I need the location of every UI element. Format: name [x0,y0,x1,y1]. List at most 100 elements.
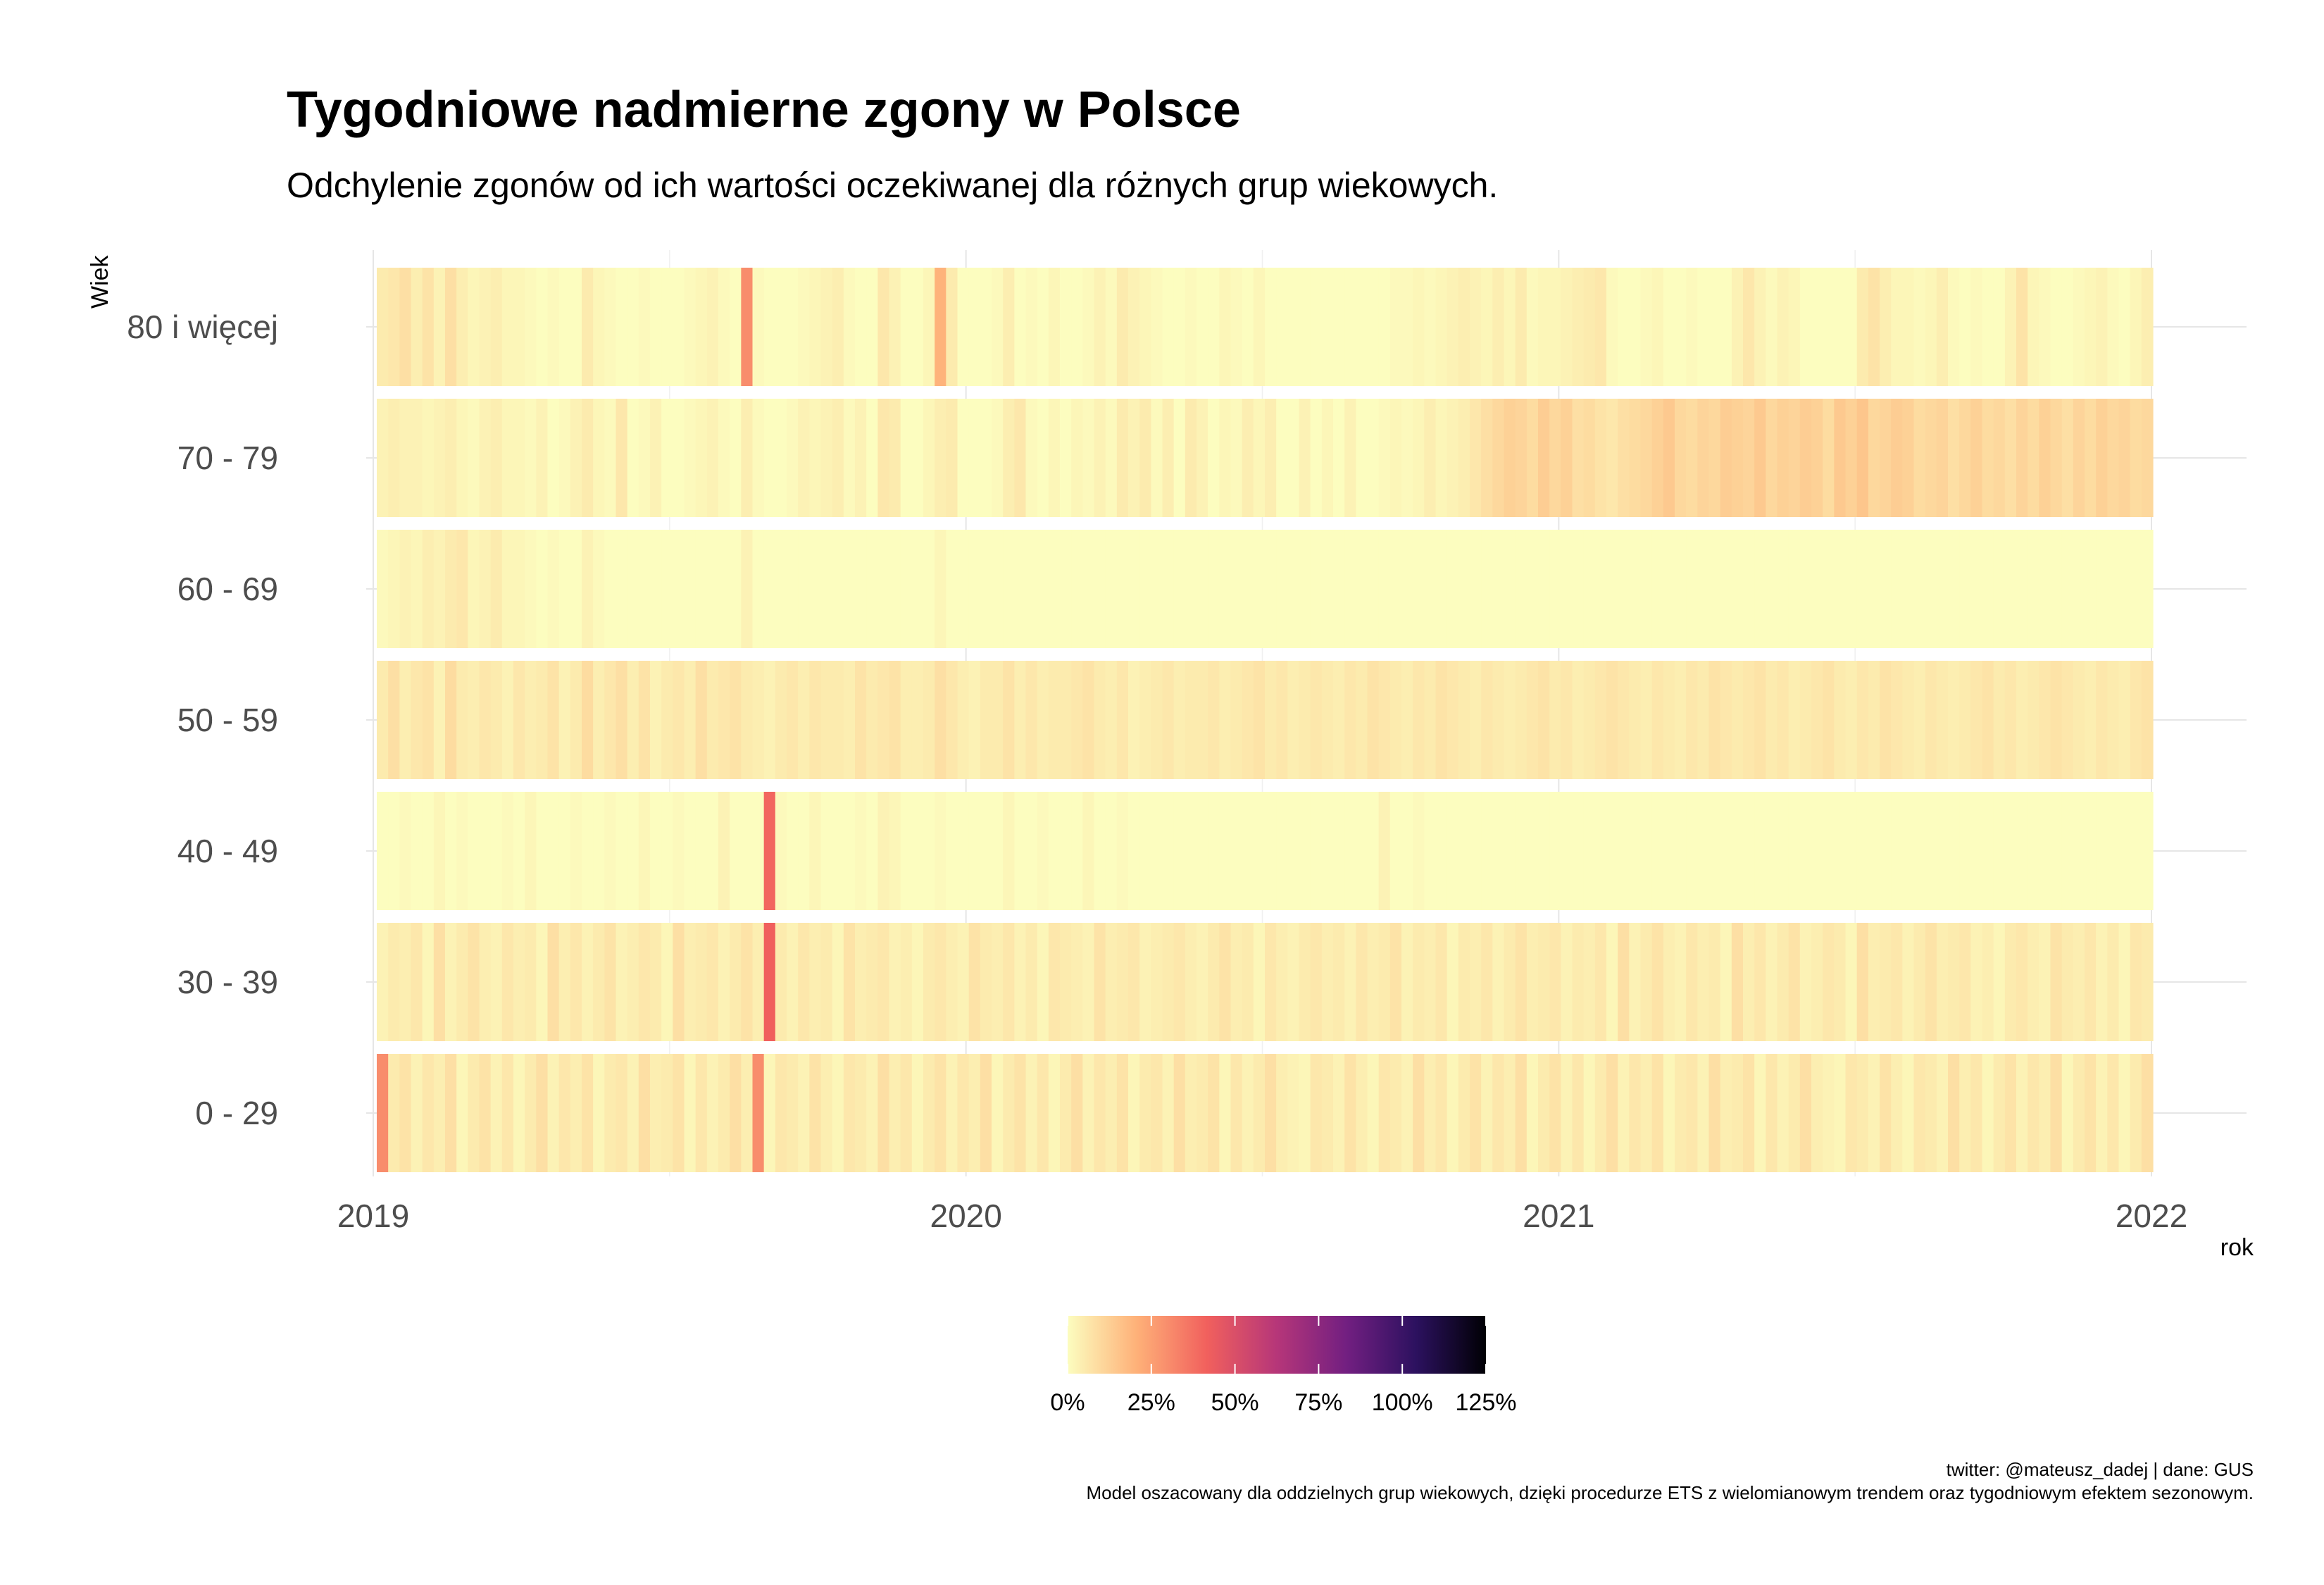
heatmap-tile [1868,792,1880,910]
heatmap-tile [593,268,605,386]
x-axis-labels: 2019 2020 2021 2022 [337,1198,2187,1234]
heatmap-tile [650,923,662,1041]
heatmap-tile [1470,399,1482,517]
heatmap-tile [1708,1054,1721,1172]
heatmap-tile [2073,399,2085,517]
heatmap-tile [1868,661,1880,779]
heatmap-tile [1276,1054,1288,1172]
heatmap-tile [1731,792,1744,910]
heatmap-tile [1025,1054,1038,1172]
heatmap-tile [456,661,468,779]
heatmap-tile [1880,530,1892,648]
heatmap-tile [1458,923,1470,1041]
heatmap-tile [889,530,901,648]
heatmap-tile [1162,530,1175,648]
heatmap-tile [855,661,867,779]
heatmap-tile [706,268,719,386]
heatmap-tile [1766,923,1778,1041]
heatmap-tile [468,661,480,779]
heatmap-tile [1925,661,1937,779]
heatmap-tile [536,1054,549,1172]
heatmap-tile [1925,399,1937,517]
heatmap-tile [2004,661,2017,779]
heatmap-tile [1629,923,1642,1041]
heatmap-tile [718,530,730,648]
heatmap-tile [1356,1054,1368,1172]
heatmap-tile [1378,1054,1391,1172]
heatmap-tile [2073,268,2085,386]
heatmap-tile [2141,792,2154,910]
heatmap-tile [1993,661,2006,779]
y-tick-label: 70 - 79 [177,440,278,476]
heatmap-tile [1697,268,1710,386]
heatmap-tile [1982,792,1994,910]
heatmap-tile [730,661,742,779]
heatmap-tile [1333,661,1345,779]
heatmap-tile [1094,792,1106,910]
heatmap-tile [1743,399,1755,517]
heatmap-tile [2004,1054,2017,1172]
heatmap-tile [1470,661,1482,779]
heatmap-tile [1060,530,1072,648]
heatmap-tile [1993,268,2006,386]
heatmap-tile [627,792,639,910]
heatmap-tile [1936,1054,1949,1172]
heatmap-tile [490,792,503,910]
heatmap-tile [889,923,901,1041]
heatmap-tile [433,1054,446,1172]
heatmap-tile [1435,399,1448,517]
heatmap-tile [377,792,389,910]
heatmap-tile [1003,530,1015,648]
heatmap-tile [1299,1054,1311,1172]
heatmap-tile [1925,923,1937,1041]
heatmap-tile [1891,792,1903,910]
y-tick-label: 60 - 69 [177,571,278,607]
heatmap-tile [570,530,582,648]
heatmap-tile [1413,792,1425,910]
heatmap-tile [501,661,514,779]
heatmap-tile [411,399,423,517]
heatmap-tile [1378,923,1391,1041]
heatmap-tile [1105,399,1118,517]
heatmap-tile [627,923,639,1041]
heatmap-tile [1856,661,1869,779]
heatmap-tile [2130,923,2142,1041]
heatmap-tile [775,792,787,910]
heatmap-tile [1094,530,1106,648]
heatmap-tile [1731,1054,1744,1172]
heatmap-tile [1276,530,1288,648]
heatmap-tile [1082,1054,1095,1172]
heatmap-tile [1982,661,1994,779]
heatmap-tile [1299,792,1311,910]
heatmap-tile [1743,1054,1755,1172]
y-tick-label: 40 - 49 [177,833,278,869]
heatmap-tile [1925,530,1937,648]
heatmap-tile [923,661,935,779]
heatmap-tile [1151,792,1163,910]
heatmap-tile [1060,661,1072,779]
heatmap-tile [775,268,787,386]
heatmap-tile [2118,923,2131,1041]
heatmap-tile [2118,399,2131,517]
heatmap-tile [1583,530,1596,648]
heatmap-tile [1151,268,1163,386]
heatmap-tile [1880,661,1892,779]
heatmap-tile [1913,1054,1926,1172]
heatmap-tile [843,399,856,517]
heatmap-tile [388,792,400,910]
heatmap-tile [832,268,844,386]
heatmap-tile [855,268,867,386]
heatmap-tile [1902,792,1915,910]
heatmap-tile [661,661,673,779]
heatmap-tile [2004,399,2017,517]
heatmap-tile [2039,1054,2051,1172]
heatmap-tile [1128,399,1140,517]
heatmap-tile [900,399,913,517]
heatmap-tile [1344,661,1356,779]
heatmap-tile [1447,530,1459,648]
heatmap-tile [582,1054,594,1172]
heatmap-tile [923,792,935,910]
heatmap-tile [1185,399,1197,517]
heatmap-tile [616,530,628,648]
heatmap-tile [1048,792,1061,910]
